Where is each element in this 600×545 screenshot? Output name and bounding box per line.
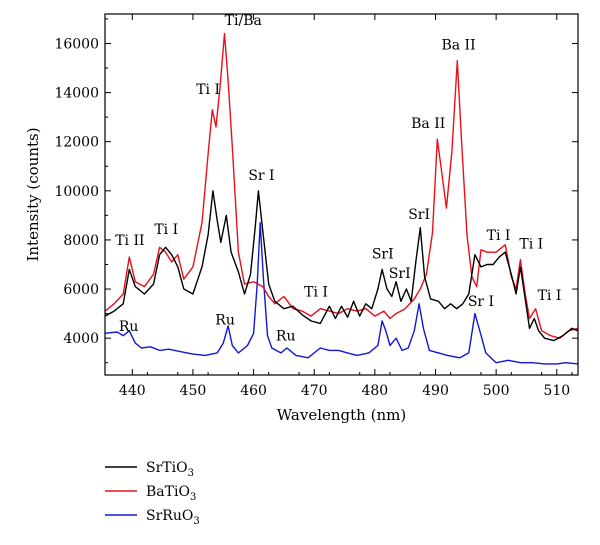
x-tick-label: 510	[543, 383, 570, 399]
peak-label: Ba II	[441, 38, 475, 54]
x-tick-label: 460	[240, 383, 267, 399]
peak-label: SrI	[408, 207, 430, 223]
peak-label: Sr I	[468, 294, 494, 310]
peak-label: Ru	[215, 313, 235, 329]
peak-label: Ti/Ba	[225, 13, 262, 29]
y-tick-label: 6000	[63, 282, 99, 298]
series-line-srtio3	[105, 190, 578, 342]
y-tick-label: 16000	[54, 36, 99, 52]
peak-label: Ti I	[304, 284, 328, 300]
legend: SrTiO3 BaTiO3 SrRuO3	[105, 460, 200, 527]
peak-label: Ti II	[115, 233, 144, 249]
peak-label: SrI	[389, 266, 411, 282]
peak-label: Ti I	[196, 82, 220, 98]
x-tick-label: 440	[119, 383, 146, 399]
series-layer	[105, 32, 578, 365]
peak-label: Ti I	[487, 228, 511, 244]
y-tick-label: 12000	[54, 135, 99, 151]
x-tick-label: 480	[361, 383, 388, 399]
legend-label: BaTiO3	[146, 484, 196, 503]
y-tick-label: 10000	[54, 184, 99, 200]
peak-label: Ti I	[519, 237, 543, 253]
peak-label: Ti I	[154, 222, 178, 238]
x-axis-title: Wavelength (nm)	[277, 406, 406, 424]
annotation-layer: Ti/Ba Ti I Ti I Ti II Sr I Ru Ru Ru Ti I SrI SrI Sr…	[115, 13, 561, 345]
tick-layer: 440 450 460 470 480 490 500 510 4000 6000 8000 1000…	[54, 14, 578, 399]
series-line-srruo3	[105, 222, 578, 365]
y-tick-label: 14000	[54, 86, 99, 102]
plot-frame	[104, 13, 579, 376]
legend-label: SrTiO3	[146, 460, 194, 479]
peak-label: SrI	[372, 246, 394, 262]
peak-label: Ru	[276, 329, 296, 345]
peak-label: Ti I	[538, 288, 562, 304]
peak-label: Ba II	[411, 116, 445, 132]
x-tick-label: 470	[301, 383, 328, 399]
y-axis-title: Intensity (counts)	[24, 127, 42, 261]
y-tick-label: 8000	[63, 233, 99, 249]
series-line-batio3	[105, 32, 578, 339]
peak-label: Sr I	[248, 168, 274, 184]
legend-label: SrRuO3	[146, 508, 200, 527]
x-tick-label: 450	[180, 383, 207, 399]
x-tick-label: 490	[422, 383, 449, 399]
y-tick-label: 4000	[63, 331, 99, 347]
peak-label: Ru	[119, 319, 139, 335]
x-tick-label: 500	[483, 383, 510, 399]
